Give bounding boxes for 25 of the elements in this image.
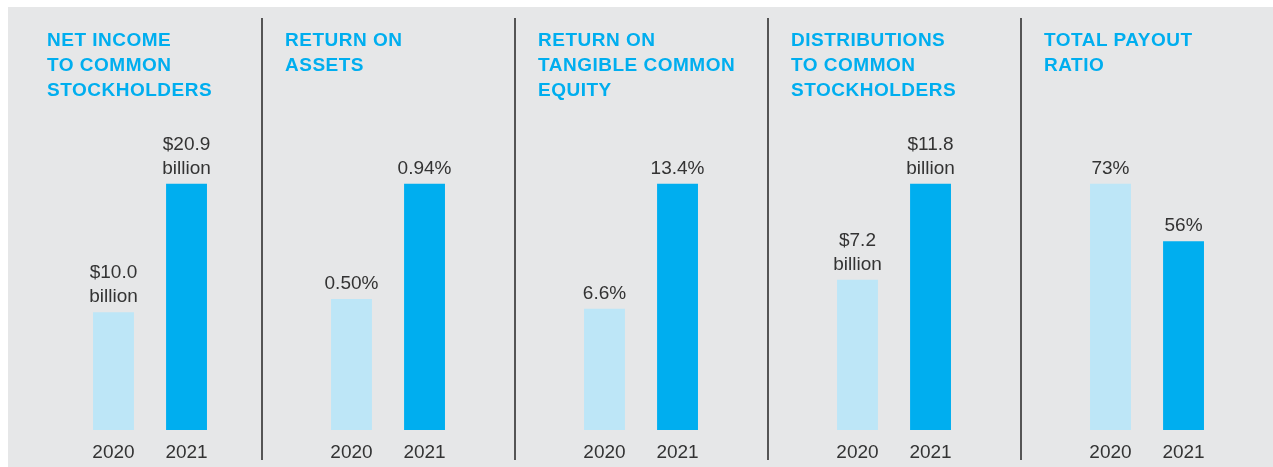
data-label: 56%	[1164, 214, 1203, 236]
data-label: $10.0 billion	[89, 261, 138, 307]
x-tick-label: 2021	[403, 440, 446, 462]
x-tick-label: 2021	[1162, 440, 1205, 462]
data-label: 0.50%	[324, 272, 379, 294]
chart-title: TOTAL PAYOUT RATIO	[1044, 28, 1193, 77]
data-label: $20.9 billion	[162, 132, 211, 178]
x-tick-label: 2021	[165, 440, 208, 462]
data-label: $7.2 billion	[833, 228, 882, 274]
x-tick-label: 2021	[656, 440, 699, 462]
data-label: 0.94%	[397, 156, 452, 178]
data-label: 73%	[1091, 156, 1130, 178]
x-tick-label: 2020	[583, 440, 626, 462]
chart-title: RETURN ON TANGIBLE COMMON EQUITY	[538, 28, 736, 102]
x-tick-label: 2020	[330, 440, 373, 462]
x-tick-label: 2020	[92, 440, 135, 462]
data-label: 13.4%	[650, 156, 705, 178]
chart-title: DISTRIBUTIONS TO COMMON STOCKHOLDERS	[791, 28, 957, 102]
chart-title: RETURN ON ASSETS	[285, 28, 403, 77]
data-label: 6.6%	[582, 281, 627, 303]
chart-title: NET INCOME TO COMMON STOCKHOLDERS	[47, 28, 213, 102]
x-tick-label: 2020	[1089, 440, 1132, 462]
data-label: $11.8 billion	[906, 132, 955, 178]
x-tick-label: 2020	[836, 440, 879, 462]
x-tick-label: 2021	[909, 440, 952, 462]
